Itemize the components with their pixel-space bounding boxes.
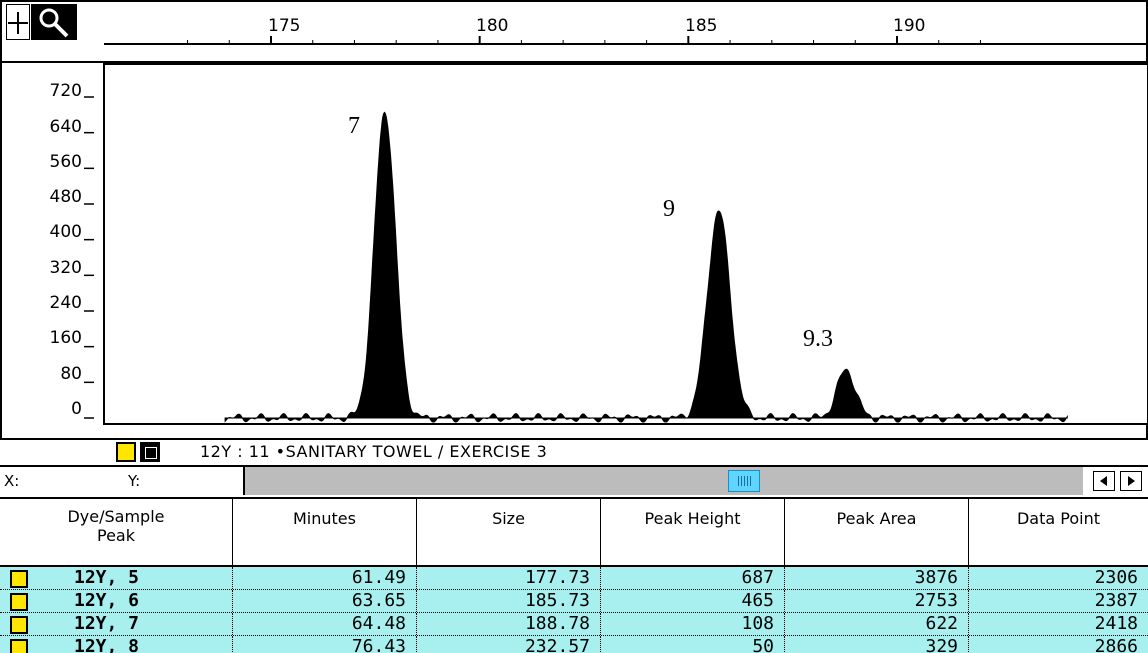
table-row[interactable]: 12Y, 7 64.48 188.78 108 622 2418 <box>0 613 1148 636</box>
cell-peak-area: 2753 <box>785 590 969 612</box>
column-header-peak-height[interactable]: Peak Height <box>601 497 785 567</box>
peak-label: 9 <box>663 196 675 222</box>
cell-peak-area: 329 <box>785 636 969 653</box>
ruler-label: 190 <box>893 16 926 36</box>
scroll-left-button[interactable] <box>1093 471 1115 491</box>
peak-label: 9.3 <box>803 326 833 352</box>
cell-minutes: 63.65 <box>233 590 417 612</box>
dye-color-swatch[interactable] <box>116 442 136 462</box>
dye-color-swatch <box>10 593 28 611</box>
x-coordinate-label: X: <box>4 472 20 490</box>
ruler-label: 175 <box>268 16 301 36</box>
table-row[interactable]: 12Y, 6 63.65 185.73 465 2753 2387 <box>0 590 1148 613</box>
cell-peak-height: 465 <box>601 590 785 612</box>
scrollbar-thumb[interactable] <box>728 470 760 492</box>
y-tick-label: 0 <box>71 399 82 419</box>
peak-label: 7 <box>348 113 360 139</box>
y-tick-label: 400 <box>49 222 82 242</box>
cell-peak: 12Y, 8 <box>0 636 233 653</box>
plot-frame <box>0 0 1148 440</box>
column-header-minutes[interactable]: Minutes <box>233 497 417 567</box>
scroll-right-button[interactable] <box>1120 471 1142 491</box>
column-header-dye-sample-peak[interactable]: Dye/Sample Peak <box>0 497 233 567</box>
cell-peak-height: 687 <box>601 567 785 589</box>
y-tick-label: 160 <box>49 328 82 348</box>
ruler-label: 185 <box>685 16 718 36</box>
cell-minutes: 76.43 <box>233 636 417 653</box>
coordinate-bar: X: Y: <box>0 465 1148 499</box>
y-axis-ticks <box>84 96 94 419</box>
cell-peak-area: 622 <box>785 613 969 635</box>
peak-table: Dye/Sample Peak Minutes Size Peak Height… <box>0 497 1148 653</box>
ruler-ticks <box>187 36 981 44</box>
table-row[interactable]: 12Y, 8 76.43 232.57 50 329 2866 <box>0 636 1148 653</box>
coordinate-readout: X: Y: <box>0 467 245 495</box>
column-header-data-point[interactable]: Data Point <box>969 497 1148 567</box>
sample-label: 12Y : 11 •SANITARY TOWEL / EXERCISE 3 <box>200 442 548 461</box>
cell-peak-height: 50 <box>601 636 785 653</box>
arrow-left-icon <box>1100 476 1107 486</box>
crosshair-tool[interactable] <box>5 3 31 41</box>
sample-legend: 12Y : 11 •SANITARY TOWEL / EXERCISE 3 <box>0 440 1148 464</box>
y-tick-label: 560 <box>49 152 82 172</box>
cell-peak-height: 108 <box>601 613 785 635</box>
cell-peak: 12Y, 7 <box>0 613 233 635</box>
ruler-label: 180 <box>476 16 509 36</box>
cell-data-point: 2387 <box>1094 590 1138 611</box>
y-coordinate-label: Y: <box>128 472 141 490</box>
cell-size: 232.57 <box>417 636 601 653</box>
cell-size: 177.73 <box>417 567 601 589</box>
column-header-size[interactable]: Size <box>417 497 601 567</box>
cell-peak: 12Y, 6 <box>0 590 233 612</box>
y-tick-label: 80 <box>60 364 82 384</box>
cell-peak-area: 3876 <box>785 567 969 589</box>
cell-size: 188.78 <box>417 613 601 635</box>
y-tick-label: 480 <box>49 187 82 207</box>
magnifier-icon <box>39 8 69 38</box>
dye-color-swatch-selected[interactable] <box>140 442 160 462</box>
y-tick-label: 640 <box>49 117 82 137</box>
zoom-tool[interactable] <box>31 4 77 40</box>
dye-color-swatch <box>10 616 28 634</box>
electropherogram-trace <box>224 111 1068 423</box>
cell-minutes: 61.49 <box>233 567 417 589</box>
cell-peak: 12Y, 5 <box>0 567 233 589</box>
cell-data-point: 2306 <box>1094 567 1138 588</box>
arrow-right-icon <box>1128 476 1135 486</box>
cell-size: 185.73 <box>417 590 601 612</box>
y-tick-label: 320 <box>49 258 82 278</box>
y-tick-label: 240 <box>49 293 82 313</box>
plot-box <box>103 63 1148 425</box>
horizontal-scrollbar[interactable] <box>245 467 1083 495</box>
dye-color-swatch <box>10 639 28 653</box>
table-row[interactable]: 12Y, 5 61.49 177.73 687 3876 2306 <box>0 567 1148 590</box>
dye-color-swatch <box>10 570 28 588</box>
y-tick-label: 720 <box>49 81 82 101</box>
cell-data-point: 2866 <box>1094 636 1138 653</box>
column-header-peak-area[interactable]: Peak Area <box>785 497 969 567</box>
cell-data-point: 2418 <box>1094 613 1138 634</box>
cell-minutes: 64.48 <box>233 613 417 635</box>
crosshair-icon <box>5 3 31 41</box>
